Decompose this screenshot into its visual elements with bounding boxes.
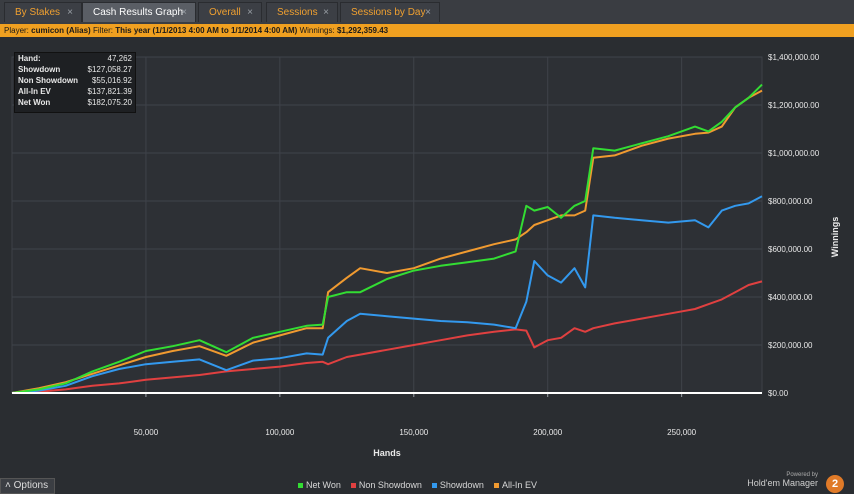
stat-value: $182,075.20	[87, 98, 133, 107]
y-tick-label: $1,200,000.00	[768, 101, 820, 110]
options-label: Options	[13, 480, 49, 491]
close-icon[interactable]: ×	[323, 7, 329, 18]
y-tick-label: $0.00	[768, 389, 789, 398]
stats-box: Hand: 47,262 Showdown $127,058.27 Non Show…	[14, 52, 136, 113]
legend-swatch	[350, 482, 356, 488]
tab-sessions-by-day[interactable]: Sessions by Day ×	[340, 2, 440, 22]
plot-area	[11, 56, 763, 394]
legend-swatch	[493, 482, 499, 488]
bottom-bar	[0, 473, 854, 494]
stat-label: All-In EV	[18, 87, 51, 96]
tab-label: Sessions	[277, 7, 318, 18]
hm2-logo-icon: 2	[826, 475, 844, 493]
x-axis-label: Hands	[373, 448, 401, 458]
stat-row-net-won: Net Won $182,075.20	[15, 97, 135, 108]
series-line-showdown	[11, 195, 763, 394]
y-tick-label: $1,400,000.00	[768, 53, 820, 62]
brand-name: Hold'em Manager	[747, 478, 818, 488]
stat-label: Net Won	[18, 98, 51, 107]
stat-value: $137,821.39	[87, 87, 133, 96]
tab-label: Sessions by Day	[351, 7, 426, 18]
series-line-non-showdown	[11, 280, 763, 394]
stat-label: Hand:	[18, 54, 41, 63]
chevron-up-icon: ˄	[5, 480, 11, 491]
filter-label: Filter:	[92, 26, 113, 35]
stat-row-non-showdown: Non Showdown $55,016.92	[15, 75, 135, 86]
tab-label: Cash Results Graph	[93, 7, 184, 18]
legend-label: Net Won	[306, 480, 341, 490]
brand: Powered by Hold'em Manager	[747, 472, 818, 488]
x-axis-ticks: 50,000 100,000 150,000 200,000 250,000	[134, 393, 697, 437]
x-tick-label: 200,000	[533, 428, 562, 437]
stat-label: Showdown	[18, 65, 61, 74]
powered-by-text: Powered by	[786, 472, 818, 478]
stat-value: $55,016.92	[91, 76, 132, 85]
tab-label: By Stakes	[15, 7, 61, 18]
chart-legend: Net Won Non Showdown Showdown All-In EV	[298, 480, 537, 490]
legend-item-showdown[interactable]: Showdown	[431, 480, 484, 490]
options-button[interactable]: ˄ Options	[0, 478, 55, 494]
grid	[11, 56, 763, 394]
series-line-net-won	[11, 83, 763, 394]
tab-label: Overall	[209, 7, 241, 18]
stat-row-allin-ev: All-In EV $137,821.39	[15, 86, 135, 97]
close-icon[interactable]: ×	[181, 7, 187, 18]
tab-bar: By Stakes × Cash Results Graph × Overall…	[0, 0, 854, 25]
tab-cash-results-graph[interactable]: Cash Results Graph ×	[82, 2, 196, 22]
y-axis-label: Winnings	[830, 217, 840, 257]
legend-swatch	[431, 482, 437, 488]
stat-value: 47,262	[107, 54, 132, 63]
legend-item-non-showdown[interactable]: Non Showdown	[350, 480, 422, 490]
winnings-label: Winnings:	[299, 26, 335, 35]
legend-item-allin-ev[interactable]: All-In EV	[493, 480, 537, 490]
close-icon[interactable]: ×	[67, 7, 73, 18]
tab-overall[interactable]: Overall ×	[198, 2, 262, 22]
filter-bar: Player: cumicon (Alias) Filter: This yea…	[0, 24, 854, 37]
legend-swatch	[298, 482, 303, 488]
legend-item-net-won[interactable]: Net Won	[298, 480, 341, 490]
close-icon[interactable]: ×	[425, 7, 431, 18]
x-tick-label: 250,000	[667, 428, 696, 437]
y-tick-label: $600,000.00	[768, 245, 813, 254]
stat-value: $127,058.27	[87, 65, 133, 74]
series-line-all-in-ev	[11, 89, 763, 394]
stat-label: Non Showdown	[18, 76, 78, 85]
cash-results-chart: 50,000 100,000 150,000 200,000 250,000 $0.00…	[11, 53, 840, 458]
stat-row-hand: Hand: 47,262	[15, 53, 135, 64]
filter-value: This year (1/1/2013 4:00 AM to 1/1/2014 …	[115, 26, 298, 35]
legend-label: Showdown	[439, 480, 484, 490]
y-tick-label: $1,000,000.00	[768, 149, 820, 158]
y-tick-label: $800,000.00	[768, 197, 813, 206]
legend-label: Non Showdown	[358, 480, 422, 490]
player-label: Player:	[4, 26, 29, 35]
winnings-value: $1,292,359.43	[336, 26, 389, 35]
player-name: cumicon (Alias)	[31, 26, 91, 35]
y-tick-label: $200,000.00	[768, 341, 813, 350]
series-lines	[11, 83, 763, 394]
y-axis-ticks: $0.00 $200,000.00 $400,000.00 $600,000.00 $8…	[768, 53, 820, 398]
tab-sessions[interactable]: Sessions ×	[266, 2, 338, 22]
x-tick-label: 150,000	[399, 428, 428, 437]
y-tick-label: $400,000.00	[768, 293, 813, 302]
x-tick-label: 100,000	[265, 428, 294, 437]
x-tick-label: 50,000	[134, 428, 159, 437]
tab-by-stakes[interactable]: By Stakes ×	[4, 2, 82, 22]
close-icon[interactable]: ×	[247, 7, 253, 18]
legend-label: All-In EV	[501, 480, 537, 490]
stat-row-showdown: Showdown $127,058.27	[15, 64, 135, 75]
